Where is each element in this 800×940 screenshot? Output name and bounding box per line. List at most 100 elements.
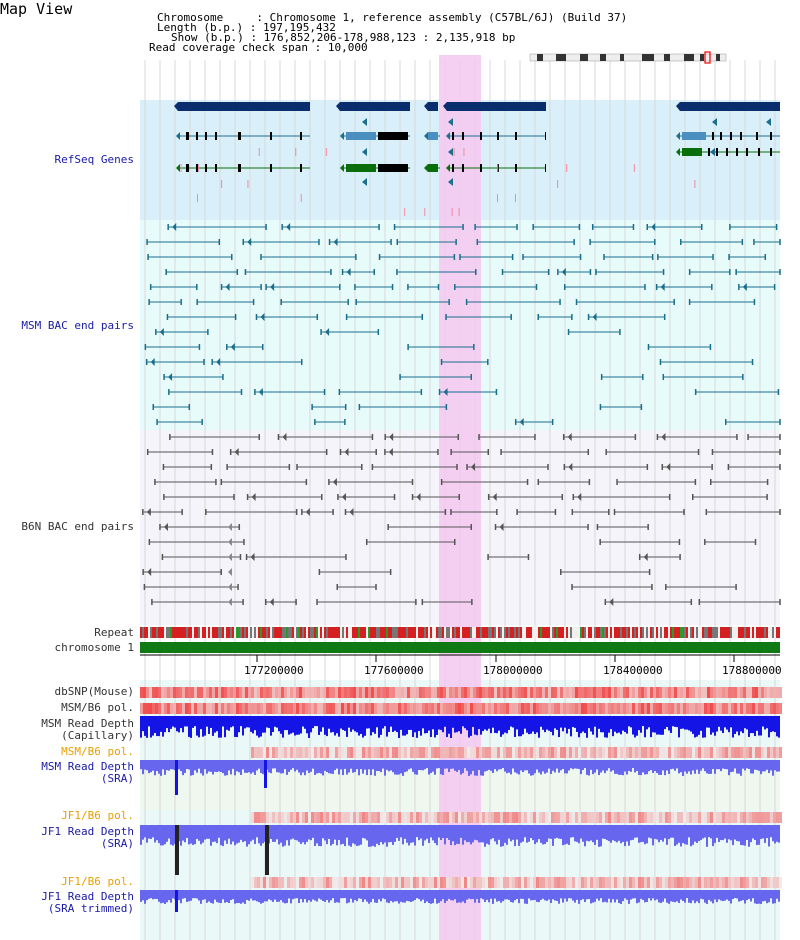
depth-bar — [650, 825, 652, 839]
depth-bar — [388, 760, 390, 772]
depth-bar — [362, 890, 364, 903]
heat-cell — [701, 747, 704, 758]
gene-marker — [448, 148, 453, 156]
depth-bar — [238, 716, 240, 733]
heat-cell — [368, 703, 371, 714]
depth-bar — [528, 716, 530, 735]
heat-cell — [143, 703, 146, 714]
heat-cell — [551, 812, 554, 823]
repeat-mark — [324, 627, 326, 638]
depth-bar — [216, 825, 218, 844]
depth-bar — [292, 825, 294, 839]
depth-bar — [608, 760, 610, 769]
repeat-mark — [332, 627, 334, 638]
repeat-mark — [740, 627, 742, 638]
gene-strand-arrow — [336, 102, 340, 111]
heat-cell — [281, 747, 284, 758]
repeat-mark — [474, 627, 476, 638]
heat-cell — [437, 747, 440, 758]
heat-cell — [446, 687, 449, 698]
depth-bar — [464, 760, 466, 769]
heat-cell — [452, 877, 455, 888]
heat-cell — [668, 747, 671, 758]
depth-bar — [354, 760, 356, 773]
heat-cell — [467, 687, 470, 698]
heat-cell — [212, 687, 215, 698]
heat-cell — [257, 687, 260, 698]
repeat-mark — [532, 627, 534, 638]
depth-bar — [160, 825, 162, 846]
depth-bar — [414, 716, 416, 733]
track-label-msm-bac[interactable]: MSM BAC end pairs — [21, 319, 134, 332]
msm-bac-pair-arrow — [172, 223, 177, 231]
depth-bar — [248, 760, 250, 773]
depth-bar — [370, 825, 372, 847]
heat-cell — [317, 687, 320, 698]
repeat-mark — [578, 627, 580, 638]
depth-bar — [730, 890, 732, 904]
repeat-mark — [708, 627, 710, 638]
track-label-refseq[interactable]: RefSeq Genes — [54, 153, 134, 166]
heat-cell — [485, 747, 488, 758]
b6n-bac-pair-arrow — [332, 478, 337, 486]
depth-bar — [238, 825, 240, 843]
heat-cell — [641, 877, 644, 888]
heat-cell — [305, 703, 308, 714]
depth-bar — [304, 825, 306, 845]
heat-cell — [350, 687, 353, 698]
heat-cell — [413, 812, 416, 823]
heat-cell — [560, 703, 563, 714]
heat-cell — [515, 812, 518, 823]
gene-exon — [186, 132, 189, 140]
heat-cell — [281, 703, 284, 714]
repeat-mark — [538, 627, 540, 638]
heat-cell — [239, 687, 242, 698]
repeat-mark — [292, 627, 294, 638]
depth-bar — [770, 716, 772, 733]
heat-cell — [530, 812, 533, 823]
track-label-b6n-bac[interactable]: B6N BAC end pairs — [21, 520, 134, 533]
heat-cell — [518, 812, 521, 823]
depth-bar — [676, 890, 678, 902]
header-show: Show (b.p.) : 176,852,206-178,988,123 : … — [171, 31, 516, 44]
repeat-mark — [198, 627, 200, 638]
depth-bar — [526, 760, 528, 771]
depth-bar — [218, 890, 220, 903]
depth-bar — [188, 716, 190, 737]
ideogram-band — [620, 54, 624, 61]
repeat-mark — [144, 627, 146, 638]
heat-cell — [272, 747, 275, 758]
depth-bar — [522, 825, 524, 842]
depth-bar — [640, 716, 642, 733]
depth-bar — [762, 716, 764, 727]
depth-bar — [334, 890, 336, 903]
depth-bar — [258, 890, 260, 903]
depth-bar — [272, 760, 274, 769]
heat-cell — [269, 812, 272, 823]
depth-bar — [656, 716, 658, 735]
heat-cell — [527, 877, 530, 888]
repeat-mark — [530, 627, 532, 638]
heat-cell — [572, 812, 575, 823]
repeat-mark — [350, 627, 352, 638]
depth-bar — [226, 716, 228, 730]
depth-bar — [504, 890, 506, 900]
heat-cell — [560, 687, 563, 698]
repeat-mark — [336, 627, 338, 638]
heat-cell — [758, 687, 761, 698]
heat-cell — [500, 747, 503, 758]
heat-cell — [593, 687, 596, 698]
heat-cell — [554, 812, 557, 823]
heat-cell — [521, 877, 524, 888]
depth-bar — [286, 760, 288, 775]
depth-bar — [204, 890, 206, 900]
depth-bar — [534, 760, 536, 774]
depth-bar — [284, 890, 286, 904]
depth-bar — [560, 825, 562, 839]
depth-bar — [170, 716, 172, 729]
depth-bar — [748, 760, 750, 769]
msm-bac-pair-arrow — [651, 223, 656, 231]
depth-bar — [514, 825, 516, 847]
depth-bar — [598, 890, 600, 901]
